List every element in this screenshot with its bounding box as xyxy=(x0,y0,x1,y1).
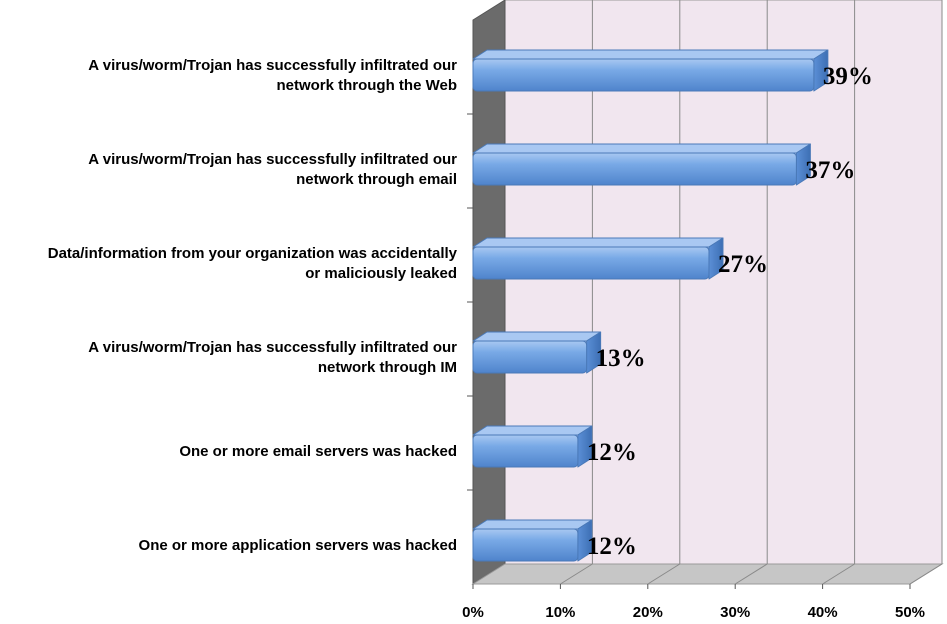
x-tick-label: 40% xyxy=(808,604,838,621)
floor-gridline xyxy=(647,563,681,585)
category-label: One or more email servers was hacked xyxy=(179,443,457,460)
gridlines xyxy=(467,0,943,589)
data-label: 37% xyxy=(805,157,855,184)
bar-top-face xyxy=(472,49,829,60)
bar-front-face xyxy=(472,152,797,186)
bar xyxy=(472,49,829,92)
category-label-line: network through email xyxy=(296,171,457,188)
floor-gridline xyxy=(560,563,593,585)
bars xyxy=(472,49,829,562)
bar xyxy=(472,519,593,562)
category-label-line: A virus/worm/Trojan has successfully inf… xyxy=(88,57,457,74)
category-label: One or more application servers was hack… xyxy=(139,537,457,554)
x-tick-label: 0% xyxy=(462,604,484,621)
data-label: 12% xyxy=(587,439,637,466)
category-label: A virus/worm/Trojan has successfully inf… xyxy=(88,151,457,188)
floor-gridline xyxy=(909,563,943,585)
x-tick-labels: 0% 10% 20% 30% 40% 50% xyxy=(462,604,925,621)
category-label-line: network through the Web xyxy=(276,77,457,94)
floor-gridline xyxy=(822,563,855,585)
floor-gridline xyxy=(734,563,768,585)
category-label-line: or maliciously leaked xyxy=(305,265,457,282)
bar-front-face xyxy=(472,340,588,374)
data-label: 13% xyxy=(596,345,646,372)
category-label-line: One or more email servers was hacked xyxy=(179,443,457,460)
data-label: 39% xyxy=(823,63,873,90)
bar-top-face xyxy=(472,237,724,248)
category-label-line: A virus/worm/Trojan has successfully inf… xyxy=(88,151,457,168)
category-label: A virus/worm/Trojan has successfully inf… xyxy=(88,339,457,376)
bar-top-face xyxy=(472,519,593,530)
bar-front-face xyxy=(472,434,579,468)
category-label-line: network through IM xyxy=(318,359,457,376)
bar xyxy=(472,143,811,186)
bar-top-face xyxy=(472,331,602,342)
category-labels: A virus/worm/Trojan has successfully inf… xyxy=(48,57,458,554)
x-tick-label: 10% xyxy=(545,604,575,621)
data-label: 12% xyxy=(587,533,637,560)
bar-front-face xyxy=(472,528,579,562)
bar-front-face xyxy=(472,246,710,280)
x-tick-label: 20% xyxy=(633,604,663,621)
data-label: 27% xyxy=(718,251,768,278)
bar xyxy=(472,425,593,468)
x-tick-label: 30% xyxy=(720,604,750,621)
category-label-line: A virus/worm/Trojan has successfully inf… xyxy=(88,339,457,356)
bar-front-face xyxy=(472,58,815,92)
bar-top-face xyxy=(472,425,593,436)
category-label: A virus/worm/Trojan has successfully inf… xyxy=(88,57,457,94)
bar xyxy=(472,331,602,374)
x-tick-label: 50% xyxy=(895,604,925,621)
category-label-line: One or more application servers was hack… xyxy=(139,537,457,554)
bar xyxy=(472,237,724,280)
category-label: Data/information from your organization … xyxy=(48,245,458,282)
data-labels: 39% 37% 27% 13% 12% 12% xyxy=(587,63,873,560)
category-label-line: Data/information from your organization … xyxy=(48,245,458,262)
bar-top-face xyxy=(472,143,811,154)
floor xyxy=(471,563,944,585)
